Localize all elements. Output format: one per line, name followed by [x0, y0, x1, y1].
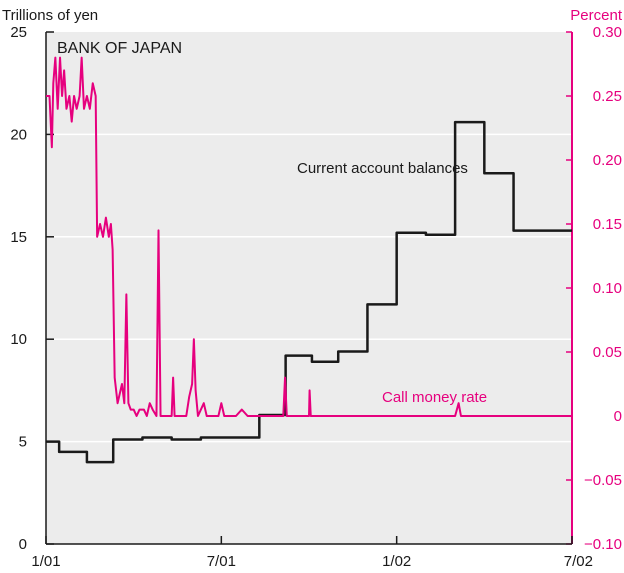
x-tick-label-0: 1/01 — [31, 553, 60, 570]
right-axis: −0.10 −0.05 0 0.05 0.10 0.15 0.20 0.25 0.30 — [566, 24, 622, 553]
x-tick-label-3: 7/02 — [564, 553, 593, 570]
annotation-current-account: Current account balances — [297, 160, 468, 177]
plot-area — [46, 32, 572, 544]
right-tick-label-7: 0.25 — [593, 88, 622, 105]
x-tick-label-2: 1/02 — [382, 553, 411, 570]
right-tick-label-4: 0.10 — [593, 280, 622, 297]
left-axis-label: Trillions of yen — [2, 7, 98, 24]
left-tick-label-4: 20 — [10, 126, 27, 143]
chart-title: BANK OF JAPAN — [57, 40, 182, 57]
right-axis-label: Percent — [570, 7, 623, 24]
x-axis: 1/01 7/01 1/02 7/02 — [31, 536, 593, 570]
right-tick-label-0: −0.10 — [584, 536, 622, 553]
left-tick-label-0: 0 — [19, 536, 27, 553]
right-tick-label-6: 0.20 — [593, 152, 622, 169]
left-tick-label-5: 25 — [10, 24, 27, 41]
right-tick-label-1: −0.05 — [584, 472, 622, 489]
right-tick-label-3: 0.05 — [593, 344, 622, 361]
left-tick-label-3: 15 — [10, 229, 27, 246]
right-tick-label-5: 0.15 — [593, 216, 622, 233]
x-tick-label-1: 7/01 — [207, 553, 236, 570]
series-group — [46, 56, 572, 464]
left-axis: 0 5 10 15 20 25 — [10, 24, 54, 553]
left-tick-label-1: 5 — [19, 434, 27, 451]
right-tick-label-2: 0 — [614, 408, 622, 425]
right-tick-label-8: 0.30 — [593, 24, 622, 41]
series-current-account-line — [46, 120, 572, 464]
annotation-call-money: Call money rate — [382, 389, 487, 406]
left-tick-label-2: 10 — [10, 331, 27, 348]
series-call-money-line — [46, 56, 572, 417]
